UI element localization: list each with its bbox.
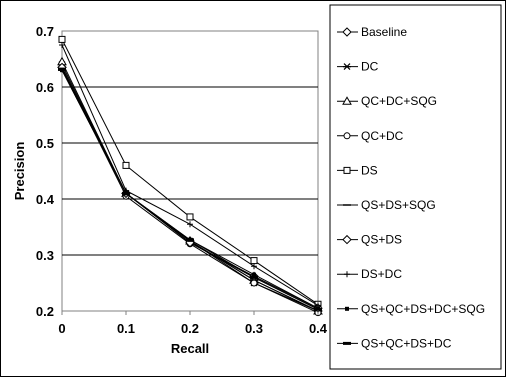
y-tick-label: 0.6 [36,80,54,95]
y-tick-label: 0.5 [36,136,54,151]
legend: Baseline DC QC+DC+SQG QC+DC DS QS+DS+SQG QS+DS… [337,25,485,350]
series-ds-dc [59,42,321,309]
legend-item: DS+DC [337,267,402,281]
legend-label: QS+QC+DS+DC [361,336,452,350]
y-tick-label: 0.7 [36,24,54,39]
x-tick-label: 0.4 [309,321,328,336]
legend-marker [342,96,352,105]
legend-item: DC [337,60,379,74]
legend-item: QC+DC+SQG [337,94,437,108]
legend-box [329,4,502,370]
y-axis-title: Precision [12,142,27,201]
legend-item: DS [337,163,378,177]
legend-label: QC+DC+SQG [361,94,437,108]
x-tick-label: 0.2 [181,321,199,336]
data-point [187,221,193,228]
legend-marker [342,27,352,37]
legend-item: QS+DS+SQG [337,198,436,212]
legend-label: DC [361,60,379,74]
x-tick-label: 0.1 [117,321,135,336]
y-tick-label: 0.3 [36,248,54,263]
legend-item: QC+DC [337,129,404,143]
data-point [58,35,66,43]
legend-item: QS+DS [337,233,402,247]
legend-label: DS [361,163,378,177]
legend-label: DS+DC [361,267,402,281]
data-point [252,272,256,277]
legend-marker [343,132,351,140]
plot-area [61,30,319,312]
data-point [186,213,194,221]
legend-marker [342,234,352,245]
x-tick-label: 0.3 [245,321,263,336]
x-axis-title: Recall [171,341,209,356]
x-tick-label: 0 [58,321,65,336]
series-lines [57,35,323,317]
legend-label: Baseline [361,25,407,39]
legend-item: QS+QC+DS+DC [337,336,452,350]
legend-item: Baseline [337,25,407,39]
data-point [122,161,130,169]
data-point [59,42,65,48]
data-point [251,263,257,270]
data-point [250,257,258,265]
legend-marker [344,271,350,278]
series-qs-qc-ds-dc [58,67,322,311]
legend-label: QS+DS [361,233,402,247]
legend-label: QS+QC+DS+DC+SQG [361,302,485,316]
y-tick-label: 0.4 [36,192,55,207]
legend-label: QS+DS+SQG [361,198,436,212]
legend-item: QS+QC+DS+DC+SQG [337,302,485,316]
legend-label: QC+DC [361,129,404,143]
legend-marker [345,306,349,311]
y-tick-label: 0.2 [36,304,54,319]
legend-marker [343,63,351,71]
legend-marker [343,166,351,174]
axis-ticks: 0.2 0.3 0.4 0.5 0.6 0.7 0 0.1 0.2 0.3 0.4 [36,24,328,336]
